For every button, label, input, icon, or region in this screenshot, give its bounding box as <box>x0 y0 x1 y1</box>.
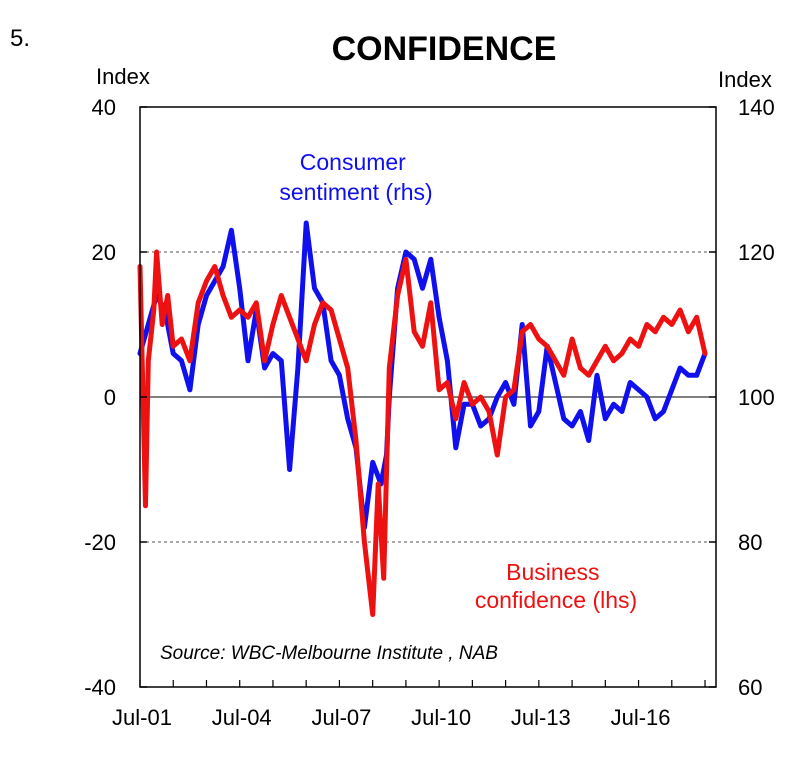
right-tick-label: 140 <box>738 95 775 120</box>
x-tick-label: Jul-01 <box>112 705 172 730</box>
right-axis-unit: Index <box>718 67 772 92</box>
right-tick-label: 120 <box>738 240 775 265</box>
right-tick-label: 60 <box>738 675 762 700</box>
left-tick-label: -40 <box>84 675 116 700</box>
x-tick-label: Jul-16 <box>611 705 671 730</box>
right-tick-label: 80 <box>738 530 762 555</box>
figure-number: 5. <box>10 25 30 52</box>
x-tick-label: Jul-10 <box>411 705 471 730</box>
left-axis-unit: Index <box>96 64 150 89</box>
left-tick-label: 40 <box>92 95 116 120</box>
x-tick-label: Jul-04 <box>212 705 272 730</box>
tick-labels: 40 20 0 -20 -40 140 120 100 80 60 Jul-01 Jul-04 Jul-… <box>84 95 775 730</box>
consumer-annotation: Consumer sentiment (rhs) <box>279 149 432 205</box>
left-tick-label: 0 <box>104 385 116 410</box>
business-annotation-line2: confidence (lhs) <box>475 587 637 613</box>
business-annotation: Business confidence (lhs) <box>475 559 637 613</box>
x-tick-label: Jul-13 <box>511 705 571 730</box>
grid-lines <box>140 251 716 543</box>
source-note: Source: WBC-Melbourne Institute , NAB <box>160 643 498 664</box>
left-tick-label: 20 <box>92 240 116 265</box>
axis-ticks <box>139 106 716 688</box>
business-confidence-line <box>137 249 708 617</box>
consumer-sentiment-line <box>137 220 708 530</box>
left-tick-label: -20 <box>84 530 116 555</box>
x-tick-label: Jul-07 <box>311 705 371 730</box>
consumer-annotation-line1: Consumer <box>300 149 406 175</box>
right-tick-label: 100 <box>738 385 775 410</box>
business-annotation-line1: Business <box>506 559 599 585</box>
consumer-annotation-line2: sentiment (rhs) <box>279 179 432 205</box>
series-lines <box>137 220 708 617</box>
chart-title: CONFIDENCE <box>332 30 557 68</box>
